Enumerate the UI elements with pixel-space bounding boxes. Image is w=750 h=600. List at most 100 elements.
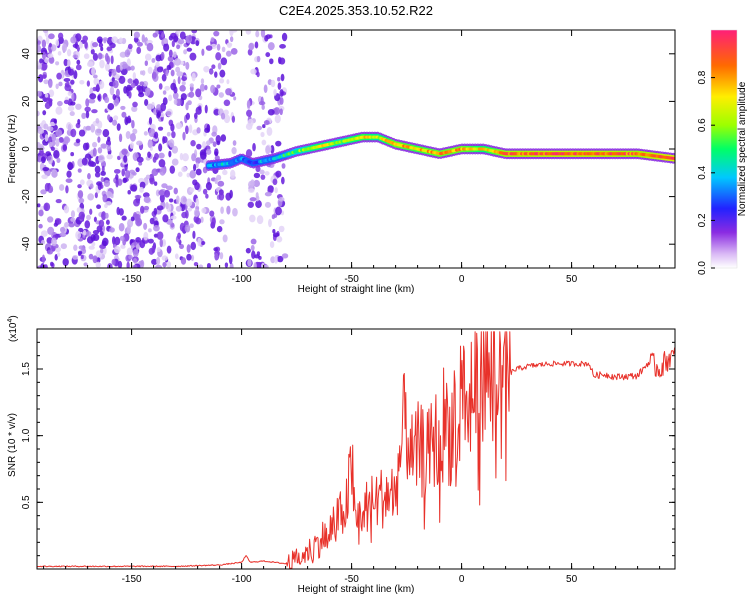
noise-speckle [156,111,162,118]
noise-speckle [92,255,98,264]
noise-speckle [139,186,144,193]
noise-speckle [91,109,98,114]
noise-speckle [276,236,283,243]
noise-speckle [37,128,45,135]
snr-y-tick-label: 0.5 [21,495,32,509]
noise-speckle [89,208,93,215]
colorbar-tick-label: 0.4 [697,165,708,179]
noise-speckle [60,243,68,250]
noise-speckle [245,123,253,131]
noise-speckle [89,93,97,100]
noise-speckle [247,258,252,267]
noise-speckle [76,207,82,213]
noise-speckle [210,84,216,94]
noise-speckle [79,179,85,186]
noise-speckle [44,264,48,268]
noise-speckle [78,211,86,220]
noise-speckle [70,151,75,157]
noise-speckle [95,84,100,93]
noise-speckle [201,48,205,56]
noise-speckle [121,111,127,118]
noise-speckle [71,93,75,101]
noise-speckle [124,170,131,179]
noise-speckle [118,133,123,143]
noise-speckle [195,197,200,207]
spectrogram-y-tick-label: -20 [21,189,32,204]
noise-speckle [38,144,45,151]
noise-speckle [253,179,261,188]
noise-speckle [41,254,46,264]
noise-speckle [58,81,63,87]
noise-speckle [141,34,145,43]
noise-speckle [165,201,169,210]
noise-speckle [171,158,179,166]
noise-speckle [143,205,150,211]
noise-speckle [275,206,282,216]
noise-speckle [38,74,44,83]
noise-speckle [220,206,224,214]
noise-speckle [48,42,52,48]
noise-speckle [77,168,82,173]
noise-speckle [175,205,182,212]
noise-speckle [251,250,256,259]
noise-speckle [81,112,87,120]
noise-speckle [123,85,128,94]
noise-speckle [260,30,266,38]
noise-speckle [101,211,107,221]
noise-speckle [148,173,155,183]
noise-speckle [262,124,266,129]
noise-speckle [132,264,138,268]
noise-speckle [119,235,125,241]
noise-speckle [99,231,104,237]
noise-speckle [143,222,148,230]
noise-speckle [40,230,48,237]
noise-speckle [215,134,221,144]
noise-speckle [152,32,158,38]
noise-speckle [144,98,149,107]
noise-speckle [189,170,197,179]
noise-speckle [57,100,63,107]
noise-speckle [121,215,127,221]
noise-speckle [196,127,201,134]
noise-speckle [249,214,256,223]
noise-speckle [224,262,229,268]
noise-speckle [192,230,196,239]
noise-speckle [44,134,49,142]
noise-speckle [42,30,49,34]
noise-speckle [166,111,172,116]
noise-speckle [78,245,84,250]
noise-speckle [278,225,285,233]
noise-speckle [232,140,237,146]
noise-speckle [126,224,131,234]
noise-speckle [181,81,186,86]
noise-speckle [130,184,138,192]
noise-speckle [105,201,112,206]
noise-speckle [161,31,165,38]
noise-speckle [267,108,275,116]
noise-speckle [200,216,204,223]
noise-speckle [192,179,198,186]
noise-speckle [205,193,209,199]
colorbar-tick-label: 0.2 [697,213,708,227]
spectrogram-x-tick-label: 0 [459,274,465,285]
noise-speckle [75,230,81,240]
noise-speckle [97,147,103,154]
noise-speckle [185,61,190,70]
noise-speckle [171,145,179,154]
noise-speckle [156,205,164,211]
noise-speckle [269,58,274,65]
noise-speckle [130,82,136,89]
noise-speckle [170,69,175,77]
noise-speckle [168,138,175,148]
noise-speckle [229,36,234,43]
noise-speckle [59,226,66,233]
noise-speckle [66,59,71,67]
noise-speckle [48,33,55,40]
noise-speckle [78,129,86,137]
noise-speckle [177,39,185,45]
noise-speckle [115,174,119,181]
noise-speckle [130,65,135,71]
noise-speckle [48,56,55,64]
noise-speckle [201,207,207,214]
noise-speckle [106,46,113,52]
